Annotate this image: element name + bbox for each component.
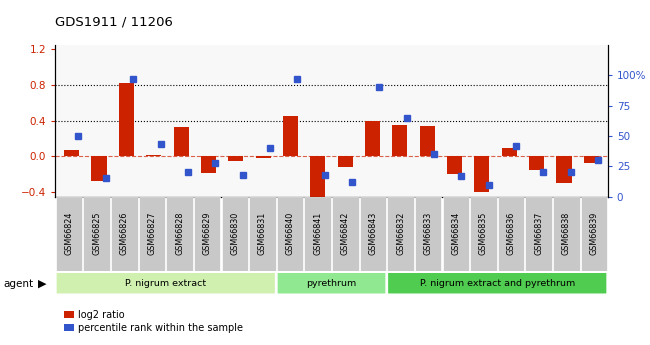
Text: GSM66839: GSM66839: [590, 212, 599, 255]
Bar: [447, 157, 462, 174]
Text: agent: agent: [3, 279, 33, 288]
Bar: [64, 150, 79, 157]
FancyBboxPatch shape: [56, 197, 83, 271]
Bar: [556, 157, 571, 183]
FancyBboxPatch shape: [83, 197, 110, 271]
Bar: [146, 155, 161, 157]
FancyBboxPatch shape: [249, 197, 276, 271]
FancyBboxPatch shape: [111, 197, 138, 271]
FancyBboxPatch shape: [387, 273, 607, 294]
FancyBboxPatch shape: [525, 197, 552, 271]
Text: GSM66827: GSM66827: [148, 212, 157, 256]
Text: GSM66835: GSM66835: [479, 212, 488, 255]
Text: GDS1911 / 11206: GDS1911 / 11206: [55, 16, 173, 29]
Text: ▶: ▶: [38, 279, 46, 288]
Text: GSM66829: GSM66829: [203, 212, 212, 256]
FancyBboxPatch shape: [332, 197, 359, 271]
Text: GSM66825: GSM66825: [92, 212, 101, 256]
Bar: [255, 157, 270, 158]
Text: GSM66832: GSM66832: [396, 212, 405, 255]
FancyBboxPatch shape: [415, 197, 441, 271]
Bar: [310, 157, 326, 201]
FancyBboxPatch shape: [277, 273, 386, 294]
Bar: [201, 157, 216, 172]
Text: pyrethrum: pyrethrum: [306, 279, 357, 288]
Bar: [529, 157, 544, 170]
Bar: [365, 121, 380, 157]
FancyBboxPatch shape: [470, 197, 497, 271]
Text: GSM66828: GSM66828: [175, 212, 184, 255]
Bar: [283, 116, 298, 157]
FancyBboxPatch shape: [56, 273, 276, 294]
FancyBboxPatch shape: [387, 197, 414, 271]
Text: GSM66833: GSM66833: [424, 212, 433, 255]
FancyBboxPatch shape: [553, 197, 580, 271]
Bar: [228, 157, 243, 161]
Text: P. nigrum extract: P. nigrum extract: [125, 279, 206, 288]
Bar: [92, 157, 107, 181]
FancyBboxPatch shape: [359, 197, 386, 271]
FancyBboxPatch shape: [194, 197, 220, 271]
Bar: [502, 148, 517, 157]
Bar: [420, 126, 435, 157]
FancyBboxPatch shape: [166, 197, 193, 271]
Bar: [119, 83, 134, 157]
FancyBboxPatch shape: [443, 197, 469, 271]
Text: GSM66841: GSM66841: [313, 212, 322, 255]
Bar: [584, 157, 599, 163]
Text: GSM66830: GSM66830: [230, 212, 239, 255]
Legend: log2 ratio, percentile rank within the sample: log2 ratio, percentile rank within the s…: [60, 306, 246, 337]
Text: GSM66838: GSM66838: [562, 212, 571, 255]
Text: GSM66842: GSM66842: [341, 212, 350, 255]
Text: GSM66837: GSM66837: [534, 212, 543, 255]
Bar: [174, 127, 188, 157]
Text: GSM66831: GSM66831: [258, 212, 267, 255]
Text: GSM66843: GSM66843: [369, 212, 378, 255]
Text: GSM66836: GSM66836: [506, 212, 515, 255]
Text: GSM66824: GSM66824: [64, 212, 73, 255]
Text: P. nigrum extract and pyrethrum: P. nigrum extract and pyrethrum: [420, 279, 575, 288]
FancyBboxPatch shape: [138, 197, 165, 271]
FancyBboxPatch shape: [580, 197, 607, 271]
FancyBboxPatch shape: [498, 197, 525, 271]
Bar: [474, 157, 489, 192]
Text: GSM66834: GSM66834: [451, 212, 460, 255]
FancyBboxPatch shape: [222, 197, 248, 271]
Bar: [337, 157, 353, 167]
Text: GSM66840: GSM66840: [285, 212, 294, 255]
Bar: [393, 125, 408, 157]
FancyBboxPatch shape: [304, 197, 331, 271]
FancyBboxPatch shape: [277, 197, 304, 271]
Text: GSM66826: GSM66826: [120, 212, 129, 255]
